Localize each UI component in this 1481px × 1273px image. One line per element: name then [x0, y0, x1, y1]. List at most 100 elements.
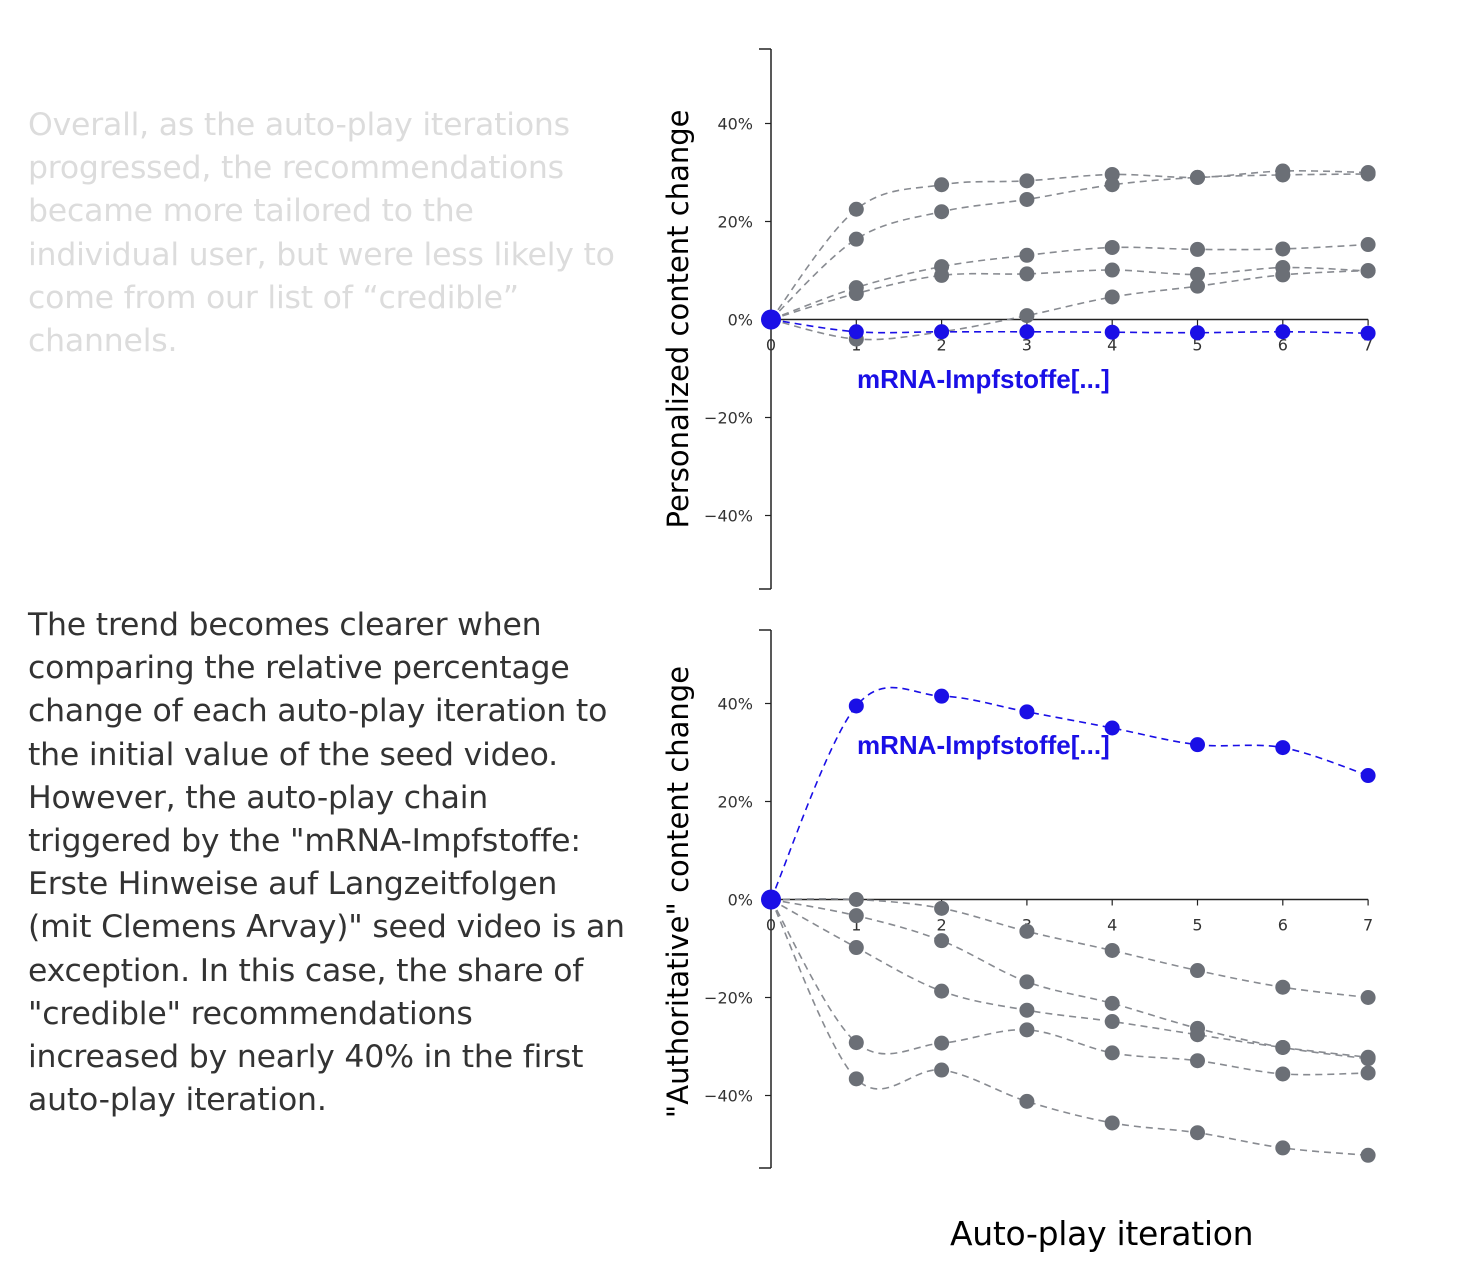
data-point [1104, 942, 1120, 958]
data-point [848, 892, 864, 907]
highlight-series-line [770, 318, 1369, 334]
y-axis-label: Personalized content change [661, 110, 695, 529]
seed-point [761, 309, 781, 330]
data-point [848, 940, 864, 956]
data-point [1190, 241, 1205, 257]
data-point [934, 900, 950, 916]
data-point [1104, 1014, 1120, 1030]
highlight-data-point [1190, 325, 1205, 341]
highlight-series-label: mRNA-Impfstoffe[...] [857, 730, 1110, 760]
x-tick-label: 0 [766, 336, 776, 355]
data-point [1019, 266, 1035, 282]
y-tick-label: 0% [728, 311, 753, 330]
highlight-series-line [770, 686, 1369, 900]
explanation-paragraph: The trend becomes clearer when comparing… [28, 607, 625, 1119]
x-tick-label: 0 [766, 916, 776, 935]
x-tick-label: 6 [1278, 916, 1288, 935]
data-point [1019, 247, 1035, 263]
highlight-data-point [848, 324, 864, 340]
y-tick-label: −20% [704, 409, 753, 428]
data-point [1190, 1125, 1205, 1141]
data-point [848, 286, 864, 302]
highlight-data-point [1275, 324, 1291, 340]
data-point [934, 1035, 950, 1051]
x-tick-label: 6 [1278, 336, 1288, 355]
data-point [1104, 289, 1120, 305]
x-tick-label: 5 [1192, 336, 1202, 355]
data-point [1104, 177, 1120, 193]
personalized-content-chart: −40%−20%0%20%40%01234567Personalized con… [661, 48, 1376, 590]
x-tick-label: 4 [1107, 916, 1117, 935]
data-point [848, 231, 864, 247]
y-axis-label: "Authoritative" content change [661, 666, 695, 1118]
y-tick-label: 20% [717, 793, 753, 812]
series-line [770, 898, 1369, 1059]
data-point [1360, 263, 1376, 278]
data-point [1360, 1049, 1376, 1065]
data-point [934, 177, 950, 193]
y-tick-label: −20% [704, 989, 753, 1008]
series-line [770, 170, 1369, 320]
data-point [1019, 173, 1035, 189]
data-point [1275, 1039, 1291, 1055]
y-tick-label: 20% [717, 213, 753, 232]
data-point [934, 933, 950, 949]
data-point [1275, 267, 1291, 283]
highlight-data-point [1360, 768, 1376, 784]
x-tick-label: 5 [1192, 916, 1202, 935]
series-line [770, 899, 1369, 1157]
y-tick-label: −40% [704, 507, 753, 526]
data-point [1104, 239, 1120, 255]
data-point [1275, 167, 1291, 183]
data-point [848, 1071, 864, 1087]
series-line [770, 269, 1369, 341]
highlight-data-point [1019, 704, 1035, 720]
intro-paragraph-faded: Overall, as the auto-play iterations pro… [28, 107, 615, 360]
data-point [1360, 1147, 1376, 1163]
y-tick-label: −40% [704, 1087, 753, 1106]
data-point [1275, 241, 1291, 257]
series-line [770, 266, 1369, 321]
data-point [1104, 1115, 1120, 1131]
data-point [934, 267, 950, 283]
data-point [1104, 995, 1120, 1011]
data-point [1360, 166, 1376, 182]
data-point [1019, 1093, 1035, 1109]
x-tick-label: 2 [937, 336, 947, 355]
seed-point [761, 889, 781, 910]
highlight-data-point [848, 698, 864, 714]
highlight-data-point [934, 688, 950, 704]
data-point [848, 1035, 864, 1051]
data-point [1019, 974, 1035, 990]
data-point [1190, 266, 1205, 282]
data-point [1190, 169, 1205, 185]
data-point [1019, 191, 1035, 207]
series-line [770, 173, 1369, 321]
data-point [1190, 1027, 1205, 1043]
x-tick-label: 4 [1107, 336, 1117, 355]
x-tick-label: 2 [937, 916, 947, 935]
highlight-series-label: mRNA-Impfstoffe[...] [857, 364, 1110, 394]
highlight-data-point [1360, 325, 1376, 341]
series-line [770, 898, 1369, 999]
highlight-data-point [1104, 720, 1120, 736]
highlight-data-point [1019, 324, 1035, 340]
y-tick-label: 0% [728, 891, 753, 910]
data-point [1019, 1002, 1035, 1018]
data-point [848, 908, 864, 924]
data-point [1190, 278, 1205, 294]
data-point [1019, 308, 1035, 324]
data-point [1360, 1065, 1376, 1081]
data-point [934, 1062, 950, 1078]
data-point [1275, 1140, 1291, 1156]
data-point [1019, 923, 1035, 939]
x-tick-label: 1 [851, 916, 861, 935]
highlight-data-point [1190, 737, 1205, 753]
data-point [848, 201, 864, 217]
data-point [1104, 1045, 1120, 1061]
x-axis-label: Auto-play iteration [950, 1214, 1254, 1253]
highlight-data-point [1275, 740, 1291, 756]
series-line [770, 243, 1369, 321]
data-point [934, 983, 950, 999]
